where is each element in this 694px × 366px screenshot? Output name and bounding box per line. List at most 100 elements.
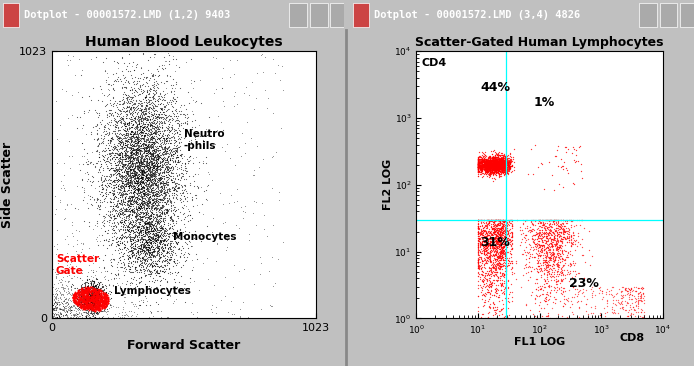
Point (115, 151, 126, 157)
Point (141, 214, 152, 220)
Point (498, 167, 509, 173)
Point (73, 290, 84, 295)
Point (119, 233, 130, 239)
Point (124, 160, 135, 166)
Point (502, 170, 514, 176)
Point (153, 192, 164, 198)
Point (500, 165, 511, 171)
Point (105, 117, 117, 123)
Point (151, 219, 162, 225)
Point (150, 107, 161, 113)
Point (119, 137, 130, 143)
Point (482, 233, 493, 239)
Point (635, 291, 646, 297)
Point (91, 286, 102, 292)
Point (482, 158, 493, 164)
Point (486, 244, 498, 250)
Point (256, 52, 267, 58)
Point (148, 226, 159, 232)
Point (88, 296, 99, 302)
Point (520, 235, 531, 241)
Point (160, 236, 171, 242)
Point (497, 217, 508, 223)
Point (473, 162, 484, 168)
Point (498, 217, 509, 223)
Point (74, 294, 85, 300)
Point (94, 294, 105, 299)
Point (130, 301, 141, 307)
Point (477, 163, 488, 169)
Point (136, 168, 147, 174)
Point (568, 217, 579, 223)
Point (502, 249, 513, 255)
Point (548, 217, 559, 223)
Point (487, 160, 498, 166)
Point (483, 253, 494, 259)
Point (62, 57, 73, 63)
Point (489, 244, 500, 250)
Point (224, 74, 235, 79)
Point (150, 131, 161, 137)
Point (105, 139, 116, 145)
Point (495, 239, 506, 245)
Point (159, 266, 170, 272)
Point (125, 139, 136, 145)
Point (488, 158, 499, 164)
Point (96, 295, 108, 301)
Point (492, 160, 503, 165)
Point (116, 138, 127, 143)
Point (483, 159, 494, 165)
Point (498, 160, 509, 166)
Point (126, 211, 137, 217)
Point (164, 116, 175, 122)
Point (105, 157, 116, 163)
Point (220, 247, 231, 253)
Point (144, 221, 155, 227)
Point (126, 131, 137, 137)
Point (98, 223, 109, 228)
Point (496, 242, 507, 248)
Point (626, 296, 637, 302)
Point (143, 256, 154, 262)
Point (123, 224, 134, 230)
Point (82, 302, 93, 308)
Point (133, 187, 144, 193)
Point (476, 268, 487, 274)
Point (484, 156, 496, 162)
Point (126, 149, 137, 155)
Point (170, 158, 181, 164)
Point (559, 223, 570, 229)
Point (99, 216, 110, 221)
Point (145, 227, 156, 232)
Point (85, 314, 96, 320)
Point (142, 57, 153, 63)
Point (477, 162, 489, 168)
Point (549, 274, 560, 280)
Point (81, 284, 92, 290)
Point (486, 258, 497, 264)
Point (479, 161, 490, 167)
Point (503, 232, 514, 238)
Point (139, 146, 150, 152)
Point (128, 170, 139, 176)
Point (93, 264, 104, 270)
Point (500, 157, 511, 163)
Point (160, 206, 171, 212)
Point (475, 161, 486, 167)
Point (143, 187, 154, 193)
Point (489, 160, 500, 165)
Point (112, 135, 124, 141)
Point (85, 296, 96, 302)
Point (550, 222, 561, 228)
Point (156, 108, 167, 113)
Point (153, 143, 164, 149)
Point (139, 141, 150, 147)
Point (112, 167, 123, 172)
Point (107, 226, 118, 232)
Point (491, 163, 502, 168)
Point (154, 249, 165, 255)
Point (62, 279, 74, 284)
Point (89, 292, 100, 298)
Point (102, 294, 113, 300)
Point (81, 301, 92, 307)
